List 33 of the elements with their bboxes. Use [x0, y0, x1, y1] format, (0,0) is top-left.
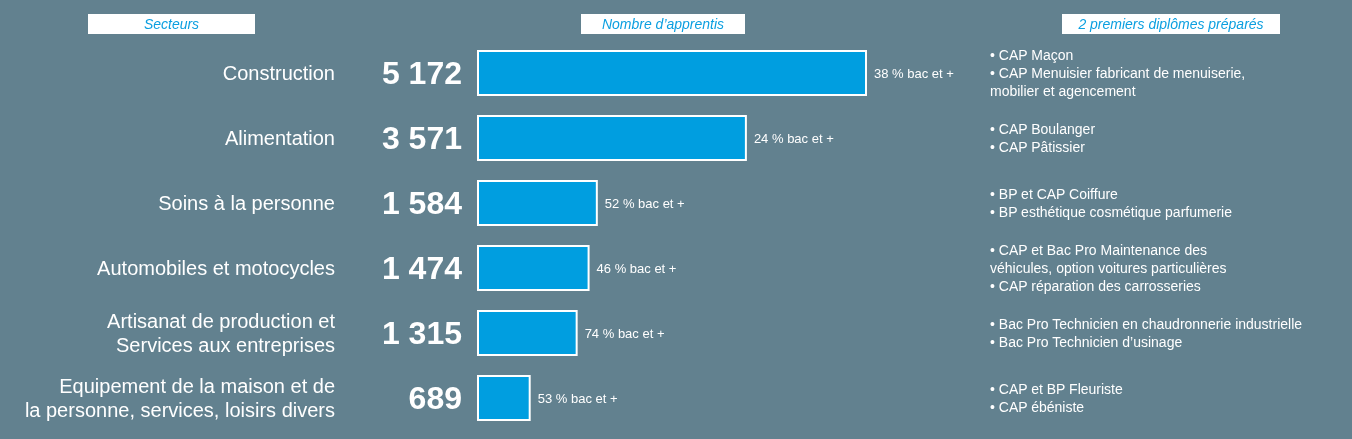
bar	[477, 245, 590, 291]
data-label: 1 474	[381, 250, 463, 287]
text: • Bac Pro Technicien en chaudronnerie industrielle • Bac Pro Technicien d’usinage	[990, 314, 1303, 351]
annotation: 24 % bac et +	[753, 130, 834, 146]
annotation: 52 % bac et +	[604, 195, 685, 211]
bar	[477, 310, 578, 356]
annotation: 53 % bac et +	[537, 390, 618, 406]
data-label: 5 172	[381, 55, 462, 92]
y-tick-label: Artisanat de production et Services aux entreprises	[107, 309, 336, 356]
y-tick-label: Alimentation	[224, 126, 335, 149]
data-label: 3 571	[381, 120, 462, 157]
data-label: 689	[408, 380, 462, 417]
text: • CAP et BP Fleuriste • CAP ébéniste	[990, 379, 1123, 416]
bar	[477, 375, 531, 421]
bar	[477, 50, 867, 96]
y-tick-label: Equipement de la maison et de la personne, services, loisirs divers	[24, 374, 335, 421]
bar	[477, 115, 747, 161]
y-tick-label: Automobiles et motocycles	[97, 256, 335, 279]
text: 2 premiers diplômes préparés	[1062, 14, 1280, 34]
text: • CAP Maçon • CAP Menuisier fabricant de menuiserie, mobilier et agencement	[990, 45, 1246, 100]
x-axis-title: Nombre d’apprentis	[581, 14, 745, 34]
text: • CAP Boulanger • CAP Pâtissier	[990, 119, 1096, 156]
text: • BP et CAP Coiffure • BP esthétique cosmétique parfumerie	[990, 184, 1232, 221]
y-tick-label: Construction	[222, 61, 335, 84]
text: • CAP et Bac Pro Maintenance des véhicules, option voitures particulières • CAP réparation des carrosseries	[990, 240, 1227, 295]
data-label: 1 315	[381, 315, 462, 352]
annotation: 38 % bac et +	[874, 65, 954, 81]
annotation: 74 % bac et +	[584, 325, 665, 341]
y-tick-label: Soins à la personne	[158, 191, 335, 214]
bar	[477, 180, 598, 226]
data-label: 1 584	[381, 185, 463, 222]
y-axis-title: Secteurs	[88, 14, 255, 34]
annotation: 46 % bac et +	[596, 260, 677, 276]
